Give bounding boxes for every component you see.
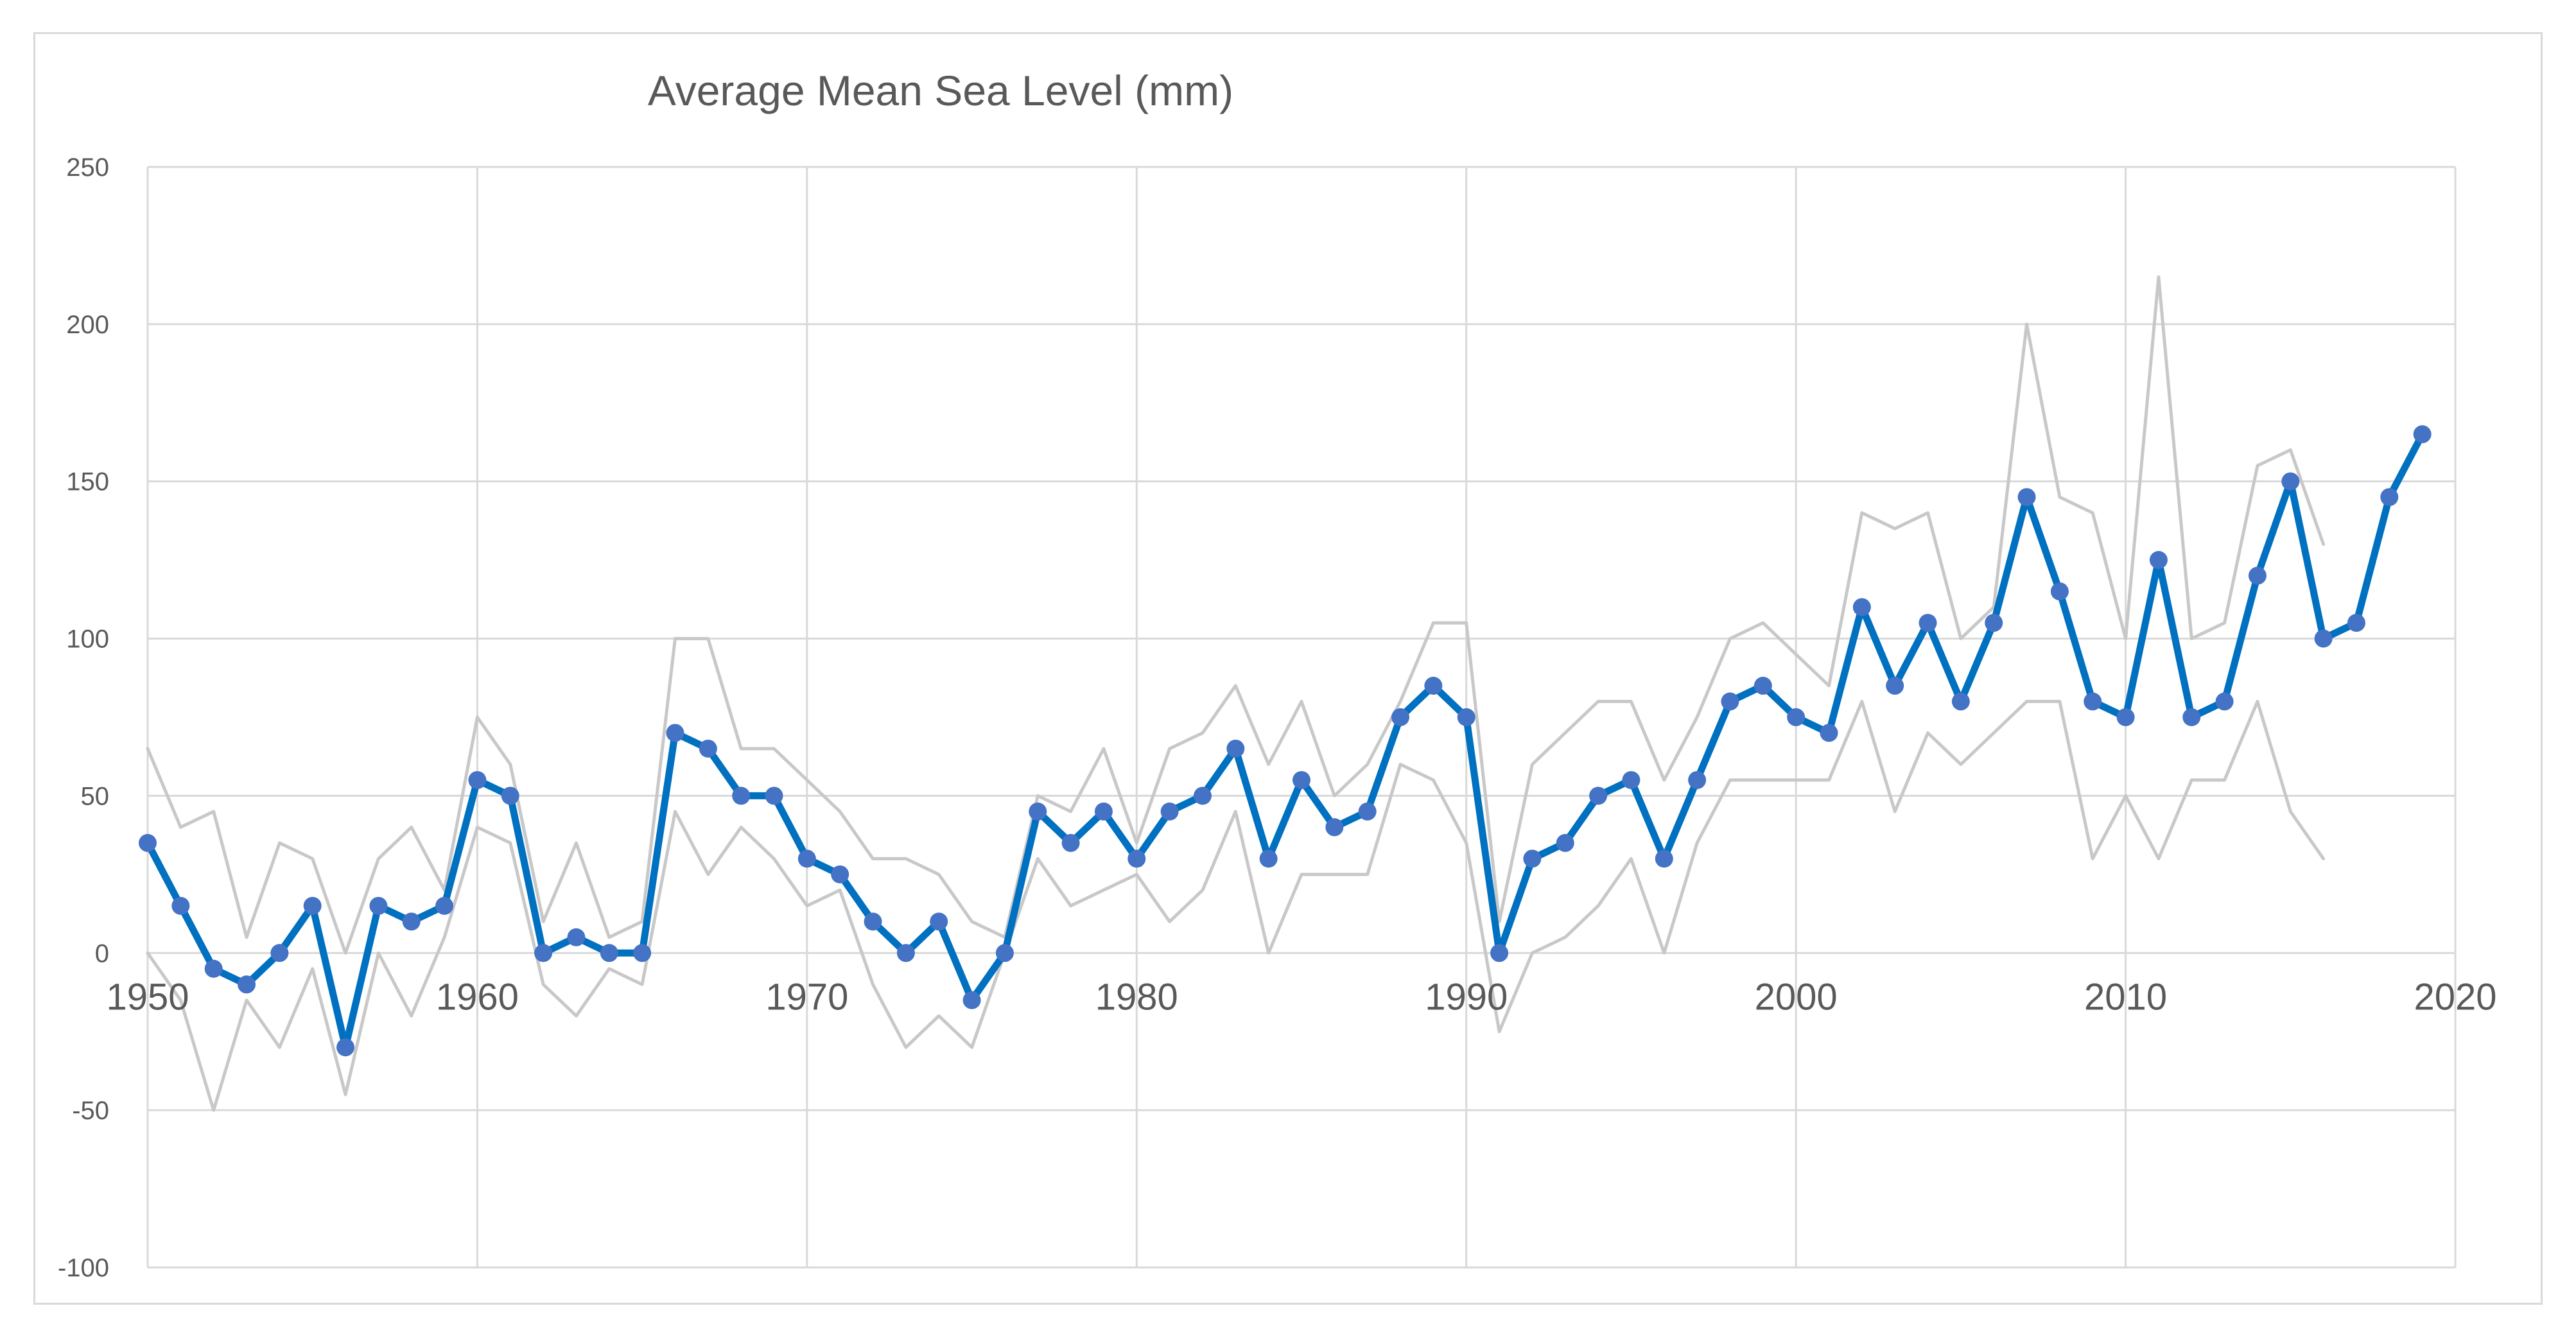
x-tick-label-1970: 1970 <box>765 976 848 1018</box>
y-tick-label-0: 0 <box>95 939 109 968</box>
series-line-upper-range <box>146 275 2326 955</box>
data-point-1950 <box>139 833 157 852</box>
x-tick-label-1980: 1980 <box>1095 976 1178 1018</box>
x-tick-label-2020: 2020 <box>2414 976 2496 1018</box>
data-point-1983 <box>1226 739 1245 758</box>
data-point-1971 <box>831 865 849 883</box>
y-tick-label-50: 50 <box>81 782 110 810</box>
data-point-1956 <box>336 1038 355 1057</box>
data-point-1988 <box>1391 708 1410 726</box>
x-tick-label-2010: 2010 <box>2084 976 2167 1018</box>
data-point-2001 <box>1820 724 1838 742</box>
data-point-1999 <box>1754 677 1772 695</box>
data-point-1994 <box>1589 787 1608 805</box>
data-point-1985 <box>1292 770 1310 789</box>
data-point-2016 <box>2314 629 2333 648</box>
data-point-2008 <box>2050 582 2069 601</box>
x-tick-label-1960: 1960 <box>436 976 519 1018</box>
data-point-1984 <box>1259 849 1278 868</box>
data-point-1952 <box>204 959 223 978</box>
data-markers <box>139 425 2432 1057</box>
axis-tick-labels: 250 200 150 100 50 0 -50 -100 1950 1960 1970 1980 19… <box>58 153 2497 1282</box>
series-line-average-mean-sea-level <box>144 430 2426 1051</box>
chart-title: Average Mean Sea Level (mm) <box>648 67 1233 114</box>
data-point-1998 <box>1721 692 1739 711</box>
data-point-1989 <box>1424 677 1443 695</box>
data-point-1980 <box>1127 849 1146 868</box>
data-point-2000 <box>1787 708 1806 726</box>
data-point-1968 <box>732 787 751 805</box>
data-point-1982 <box>1193 787 1212 805</box>
series-lines <box>144 275 2426 1112</box>
y-tick-label--100: -100 <box>58 1254 109 1282</box>
x-tick-label-1950: 1950 <box>106 976 189 1018</box>
data-point-1960 <box>468 770 487 789</box>
data-point-1977 <box>1029 802 1047 821</box>
data-point-1958 <box>402 912 421 931</box>
data-point-1953 <box>238 975 256 994</box>
data-point-1959 <box>435 896 454 915</box>
data-point-1969 <box>765 787 783 805</box>
data-point-1993 <box>1556 833 1574 852</box>
data-point-2010 <box>2116 708 2135 726</box>
data-point-2012 <box>2182 708 2201 726</box>
data-point-1990 <box>1457 708 1475 726</box>
data-point-1963 <box>567 928 586 946</box>
data-point-1975 <box>962 991 981 1009</box>
data-point-2002 <box>1852 598 1871 616</box>
data-point-2006 <box>1985 614 2003 632</box>
data-point-1973 <box>896 944 915 962</box>
data-point-1961 <box>501 787 519 805</box>
data-point-1986 <box>1325 818 1344 837</box>
x-tick-label-2000: 2000 <box>1755 976 1838 1018</box>
data-point-1970 <box>797 849 816 868</box>
data-point-1997 <box>1688 770 1707 789</box>
y-tick-label--50: -50 <box>72 1097 109 1125</box>
data-point-1965 <box>633 944 652 962</box>
data-point-2014 <box>2248 566 2267 585</box>
data-point-1962 <box>534 944 553 962</box>
data-point-1972 <box>864 912 882 931</box>
data-point-2015 <box>2281 472 2300 491</box>
y-tick-label-250: 250 <box>66 153 109 182</box>
line-chart: 250 200 150 100 50 0 -50 -100 1950 1960 1970 1980 19… <box>58 67 2497 1282</box>
data-point-2011 <box>2149 551 2168 570</box>
data-point-1951 <box>171 896 190 915</box>
x-tick-label-1990: 1990 <box>1425 976 1508 1018</box>
data-point-2019 <box>2413 425 2432 444</box>
gridlines <box>146 166 2457 1269</box>
data-point-1979 <box>1094 802 1113 821</box>
data-point-1976 <box>995 944 1014 962</box>
data-point-1966 <box>666 724 684 742</box>
data-point-1978 <box>1061 833 1080 852</box>
y-tick-label-200: 200 <box>66 311 109 339</box>
y-tick-label-100: 100 <box>66 625 109 654</box>
data-point-1991 <box>1490 944 1509 962</box>
data-point-1954 <box>270 944 289 962</box>
data-point-1981 <box>1160 802 1179 821</box>
data-point-1996 <box>1655 849 1673 868</box>
data-point-2009 <box>2084 692 2102 711</box>
data-point-2007 <box>2017 488 2036 507</box>
data-point-1955 <box>303 896 322 915</box>
y-tick-label-150: 150 <box>66 468 109 496</box>
data-point-1995 <box>1622 770 1640 789</box>
data-point-2005 <box>1951 692 1970 711</box>
chart-frame: 250 200 150 100 50 0 -50 -100 1950 1960 1970 1980 19… <box>33 32 2543 1305</box>
data-point-1987 <box>1358 802 1377 821</box>
data-point-1992 <box>1523 849 1542 868</box>
data-point-1957 <box>369 896 388 915</box>
data-point-1974 <box>930 912 948 931</box>
data-point-2017 <box>2347 614 2365 632</box>
data-point-2004 <box>1919 614 1937 632</box>
data-point-1964 <box>600 944 618 962</box>
data-point-1967 <box>699 739 717 758</box>
data-point-2003 <box>1886 677 1904 695</box>
data-point-2018 <box>2380 488 2399 507</box>
data-point-2013 <box>2215 692 2234 711</box>
series-line-lower-range <box>146 700 2326 1112</box>
